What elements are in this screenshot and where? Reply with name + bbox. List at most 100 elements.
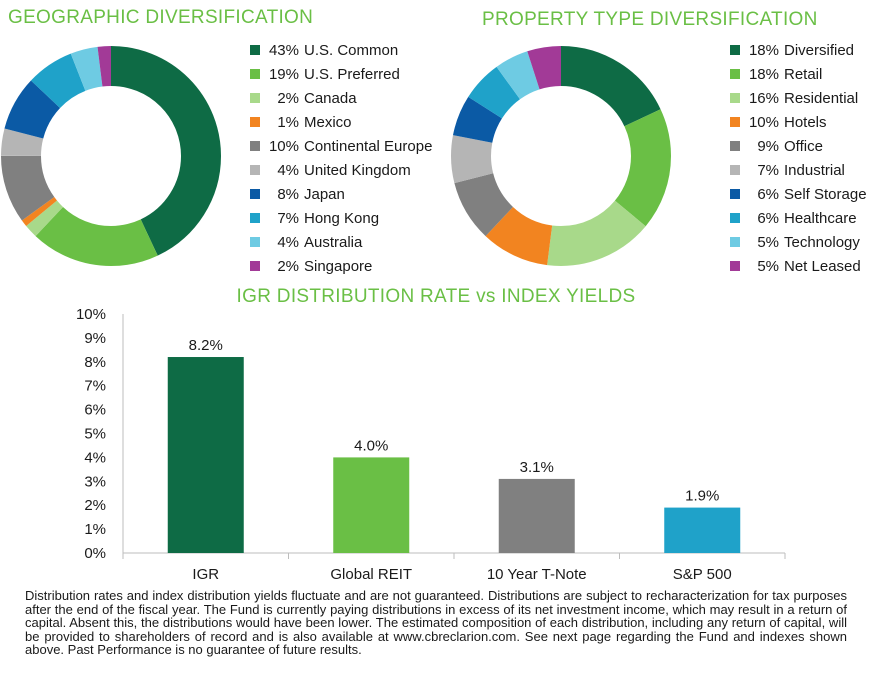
legend-percent: 7% <box>757 161 779 179</box>
property-legend: 18% Diversified 18% Retail 16% Residential 10%… <box>730 38 867 278</box>
legend-swatch <box>250 261 260 271</box>
legend-percent: 16% <box>748 89 779 107</box>
legend-label: Healthcare <box>784 209 857 227</box>
property-legend-item: 18% Diversified <box>730 38 867 62</box>
geographic-slice-u-s-preferred <box>1 46 221 266</box>
legend-percent: 10% <box>268 137 299 155</box>
y-tick-label: 9% <box>84 330 106 347</box>
legend-swatch <box>250 141 260 151</box>
geographic-legend-item: 7% Hong Kong <box>250 206 432 230</box>
legend-percent: 6% <box>757 185 779 203</box>
legend-label: Retail <box>784 65 823 83</box>
geographic-legend: 43% U.S. Common 19% U.S. Preferred 2% Canada 1… <box>250 38 432 278</box>
legend-percent: 4% <box>277 161 299 179</box>
y-tick-label: 1% <box>84 521 106 538</box>
y-tick-label: 8% <box>84 354 106 371</box>
bar-sandp-500 <box>664 507 741 553</box>
legend-percent: 9% <box>757 137 779 155</box>
legend-label: Office <box>784 137 823 155</box>
legend-label: Continental Europe <box>304 137 433 155</box>
legend-swatch <box>730 213 740 223</box>
legend-label: Net Leased <box>784 257 861 275</box>
legend-label: Technology <box>784 233 860 251</box>
legend-label: Hong Kong <box>304 209 380 227</box>
legend-swatch <box>250 117 260 127</box>
geographic-legend-item: 4% Australia <box>250 230 432 254</box>
legend-swatch <box>730 237 740 247</box>
legend-label: Self Storage <box>784 185 867 203</box>
legend-swatch <box>730 69 740 79</box>
legend-swatch <box>250 165 260 175</box>
legend-label: Hotels <box>784 113 827 131</box>
property-legend-item: 7% Industrial <box>730 158 867 182</box>
bar-10-year-t-note <box>498 478 575 553</box>
property-donut-chart <box>451 46 671 266</box>
y-tick-label: 6% <box>84 402 106 419</box>
property-chart-title: PROPERTY TYPE DIVERSIFICATION <box>482 9 818 30</box>
legend-label: Australia <box>304 233 363 251</box>
property-slice-residential <box>451 46 671 266</box>
legend-percent: 2% <box>277 257 299 275</box>
data-label-global-reit: 4.0% <box>354 437 388 454</box>
legend-percent: 5% <box>757 233 779 251</box>
legend-swatch <box>250 69 260 79</box>
property-legend-item: 6% Self Storage <box>730 182 867 206</box>
property-slice-net-leased <box>451 46 671 266</box>
property-legend-item: 6% Healthcare <box>730 206 867 230</box>
legend-label: U.S. Preferred <box>304 65 400 83</box>
category-label-global-reit: Global REIT <box>330 566 412 583</box>
legend-swatch <box>730 117 740 127</box>
geographic-legend-item: 43% U.S. Common <box>250 38 432 62</box>
y-tick-label: 2% <box>84 497 106 514</box>
bar-chart-title: IGR DISTRIBUTION RATE vs INDEX YIELDS <box>236 286 636 307</box>
legend-swatch <box>730 45 740 55</box>
data-label-sandp-500: 1.9% <box>685 488 719 505</box>
legend-swatch <box>730 165 740 175</box>
bar-global-reit <box>333 457 410 553</box>
category-label-sandp-500: S&P 500 <box>673 566 732 583</box>
geographic-slice-continental-europe <box>1 46 221 266</box>
legend-percent: 19% <box>268 65 299 83</box>
legend-swatch <box>730 189 740 199</box>
legend-swatch <box>730 261 740 271</box>
data-label-igr: 8.2% <box>189 337 223 354</box>
y-tick-label: 10% <box>76 306 106 323</box>
legend-swatch <box>250 189 260 199</box>
property-legend-item: 5% Net Leased <box>730 254 867 278</box>
y-tick-label: 3% <box>84 473 106 490</box>
geographic-legend-item: 8% Japan <box>250 182 432 206</box>
property-legend-item: 9% Office <box>730 134 867 158</box>
category-label-10-year-t-note: 10 Year T-Note <box>487 566 587 583</box>
bar-igr <box>167 357 244 553</box>
geographic-legend-item: 2% Singapore <box>250 254 432 278</box>
property-legend-item: 10% Hotels <box>730 110 867 134</box>
y-tick-label: 4% <box>84 449 106 466</box>
geographic-chart-title: GEOGRAPHIC DIVERSIFICATION <box>8 7 314 28</box>
y-tick-label: 7% <box>84 378 106 395</box>
disclaimer-footnote: Distribution rates and index distributio… <box>25 588 847 658</box>
y-tick-label: 0% <box>84 545 106 562</box>
legend-label: Singapore <box>304 257 373 275</box>
legend-label: Residential <box>784 89 859 107</box>
distribution-bar-chart: 0% 1% 2% 3% 4% 5% 6% 7% 8% 9% 10% 8.2% IGR 4.0% Global… <box>76 306 786 583</box>
legend-percent: 6% <box>757 209 779 227</box>
legend-swatch <box>730 93 740 103</box>
legend-percent: 2% <box>277 89 299 107</box>
legend-percent: 43% <box>268 41 299 59</box>
legend-label: Mexico <box>304 113 352 131</box>
geographic-legend-item: 1% Mexico <box>250 110 432 134</box>
legend-label: United Kingdom <box>304 161 411 179</box>
legend-swatch <box>730 141 740 151</box>
legend-percent: 10% <box>748 113 779 131</box>
legend-swatch <box>250 237 260 247</box>
legend-swatch <box>250 45 260 55</box>
legend-percent: 7% <box>277 209 299 227</box>
property-legend-item: 16% Residential <box>730 86 867 110</box>
legend-percent: 5% <box>757 257 779 275</box>
property-slice-retail <box>451 46 671 266</box>
legend-percent: 4% <box>277 233 299 251</box>
data-label-10-year-t-note: 3.1% <box>520 459 554 476</box>
y-tick-label: 5% <box>84 426 106 443</box>
legend-percent: 8% <box>277 185 299 203</box>
geographic-donut-chart <box>1 46 221 266</box>
